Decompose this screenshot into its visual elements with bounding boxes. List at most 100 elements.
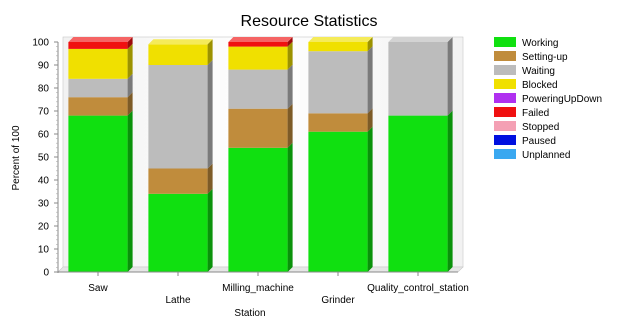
bar-segment bbox=[388, 115, 448, 272]
bar-Quality_control_station bbox=[388, 37, 453, 272]
legend-swatch bbox=[494, 37, 516, 47]
y-tick-label: 80 bbox=[38, 84, 50, 95]
bar-segment bbox=[148, 44, 208, 65]
x-axis: Saw Lathe Milling_machine Grinder Quality_co… bbox=[58, 271, 469, 306]
y-tick-label: 30 bbox=[38, 199, 50, 210]
legend-item: Working bbox=[494, 37, 559, 49]
bar-segment bbox=[68, 48, 128, 79]
bar-segment bbox=[308, 51, 368, 114]
y-tick-label: 40 bbox=[38, 176, 50, 187]
legend: Working Setting-up Waiting Blocked PoweringU… bbox=[494, 37, 602, 161]
bar-segment bbox=[148, 168, 208, 194]
legend-label: Waiting bbox=[522, 66, 555, 77]
y-axis: 0 10 20 30 40 50 60 70 80 90 100 bbox=[32, 38, 59, 279]
bar-segment-side bbox=[127, 43, 133, 79]
chart-title: Resource Statistics bbox=[241, 13, 378, 30]
y-axis-title: Percent of 100 bbox=[11, 125, 22, 190]
bar-segment bbox=[228, 46, 288, 70]
legend-label: Failed bbox=[522, 108, 549, 119]
bar-top bbox=[228, 37, 293, 42]
y-tick-label: 100 bbox=[32, 38, 49, 49]
bar-segment-side bbox=[127, 73, 133, 98]
bar-segment bbox=[68, 115, 128, 272]
bar-segment bbox=[228, 69, 288, 109]
bar-segment bbox=[308, 131, 368, 272]
bar-segment-side bbox=[367, 126, 373, 272]
legend-label: PoweringUpDown bbox=[522, 94, 602, 105]
bar-top bbox=[148, 39, 213, 45]
bar-top bbox=[308, 37, 373, 42]
legend-label: Paused bbox=[522, 136, 556, 147]
x-tick-label: Milling_machine bbox=[222, 283, 294, 294]
bar-segment-side bbox=[207, 60, 213, 169]
x-tick-label: Saw bbox=[88, 283, 108, 294]
legend-item: Failed bbox=[494, 107, 549, 119]
y-tick-label: 0 bbox=[43, 268, 49, 279]
x-tick-label: Grinder bbox=[321, 295, 355, 306]
y-tick-label: 60 bbox=[38, 130, 50, 141]
y-tick-label: 50 bbox=[38, 153, 50, 164]
bar-segment-side bbox=[367, 37, 373, 52]
bar-segment-side bbox=[287, 41, 293, 70]
bar-segment-side bbox=[207, 163, 213, 194]
bar-segment bbox=[228, 147, 288, 272]
bar-segment-side bbox=[127, 37, 133, 49]
x-tick-label: Quality_control_station bbox=[367, 283, 469, 294]
bar-segment bbox=[388, 42, 448, 116]
x-tick-label: Lathe bbox=[165, 295, 190, 306]
bar-segment-side bbox=[367, 108, 373, 132]
legend-swatch bbox=[494, 107, 516, 117]
bar-Saw bbox=[68, 37, 133, 272]
bar-segment bbox=[228, 42, 288, 47]
bar-segment bbox=[228, 108, 288, 148]
legend-swatch bbox=[494, 121, 516, 131]
bar-segment-side bbox=[207, 39, 213, 65]
x-axis-title: Station bbox=[234, 308, 265, 319]
bar-segment-side bbox=[127, 110, 133, 272]
legend-label: Stopped bbox=[522, 122, 559, 133]
bar-segment bbox=[308, 113, 368, 132]
bar-segment-side bbox=[127, 92, 133, 116]
bar-segment bbox=[308, 42, 368, 52]
bar-top bbox=[388, 37, 453, 42]
legend-swatch bbox=[494, 51, 516, 61]
legend-label: Setting-up bbox=[522, 52, 568, 63]
legend-item: Paused bbox=[494, 135, 556, 147]
bar-segment bbox=[148, 193, 208, 272]
y-tick-label: 10 bbox=[38, 245, 50, 256]
legend-label: Blocked bbox=[522, 80, 558, 91]
bar-segment-side bbox=[367, 46, 373, 114]
legend-swatch bbox=[494, 65, 516, 75]
legend-item: Blocked bbox=[494, 79, 558, 91]
legend-item: PoweringUpDown bbox=[494, 93, 602, 105]
bar-segment-side bbox=[287, 103, 293, 148]
bar-segment bbox=[68, 78, 128, 98]
bar-Lathe bbox=[148, 39, 213, 272]
bar-segment-side bbox=[447, 110, 453, 272]
legend-item: Unplanned bbox=[494, 149, 570, 161]
legend-label: Working bbox=[522, 38, 559, 49]
y-tick-label: 90 bbox=[38, 61, 50, 72]
y-tick-label: 20 bbox=[38, 222, 50, 233]
bar-segment-side bbox=[207, 188, 213, 272]
bar-top bbox=[68, 37, 133, 42]
bar-segment-side bbox=[287, 37, 293, 47]
legend-item: Stopped bbox=[494, 121, 559, 133]
bar-Milling_machine bbox=[228, 37, 293, 272]
bar-segment-side bbox=[287, 64, 293, 109]
bar-segment-side bbox=[287, 142, 293, 272]
bar-segment bbox=[68, 97, 128, 116]
legend-swatch bbox=[494, 79, 516, 89]
y-tick-label: 70 bbox=[38, 107, 50, 118]
bar-segment bbox=[148, 65, 208, 169]
bar-segment bbox=[68, 42, 128, 49]
legend-label: Unplanned bbox=[522, 150, 570, 161]
bar-segment-side bbox=[447, 37, 453, 116]
legend-swatch bbox=[494, 93, 516, 103]
legend-swatch bbox=[494, 149, 516, 159]
legend-item: Waiting bbox=[494, 65, 555, 77]
legend-swatch bbox=[494, 135, 516, 145]
bars bbox=[68, 37, 453, 272]
